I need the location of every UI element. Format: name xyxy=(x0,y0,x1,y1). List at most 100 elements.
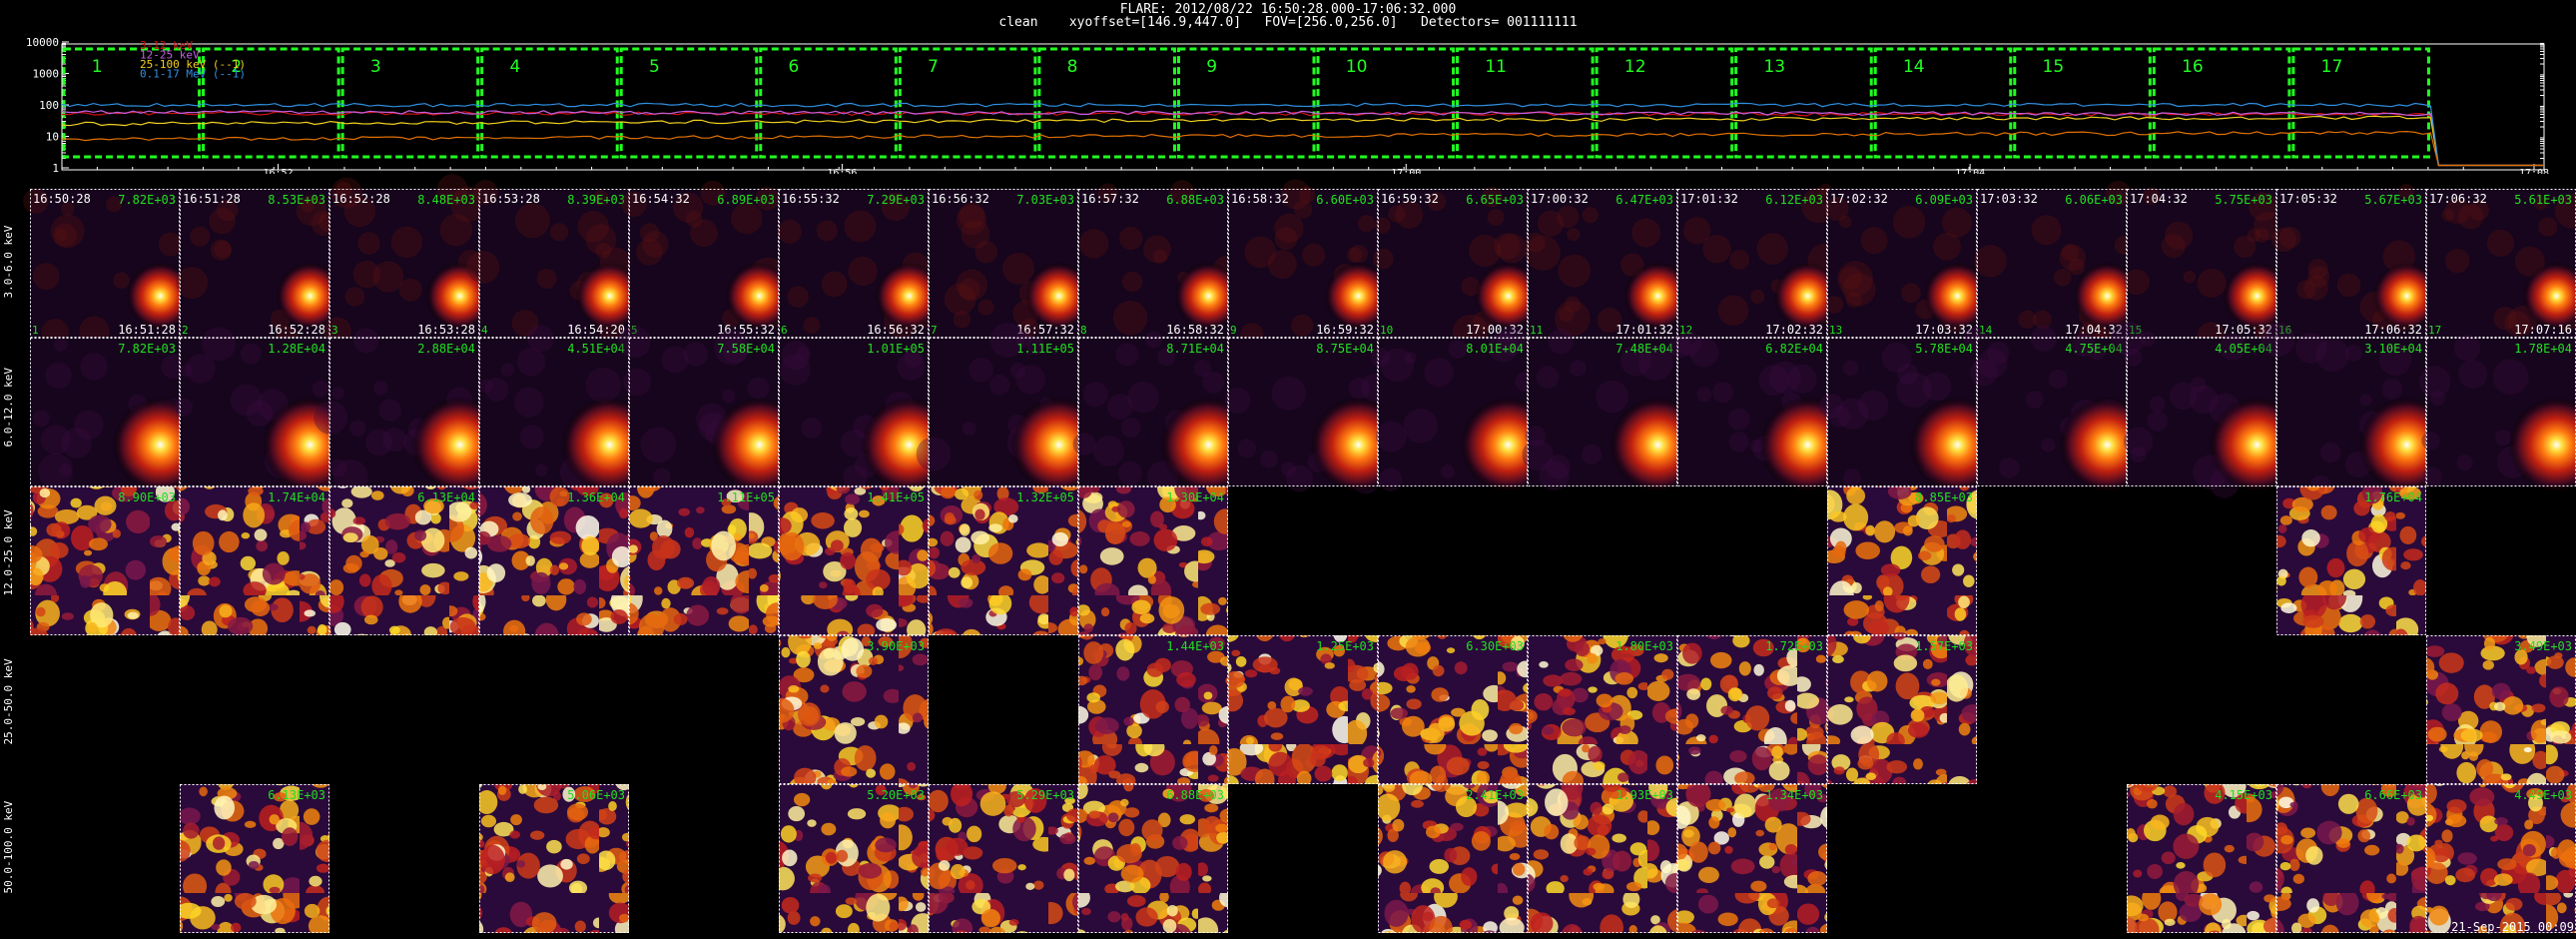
cell-peak-value: 1.34E+03 xyxy=(1765,788,1823,802)
cell-start-time: 17:02:32 xyxy=(1830,192,1888,206)
cell-noise xyxy=(1224,387,1251,414)
cell-noise xyxy=(1986,341,2010,365)
image-cell: 6.88E+03 xyxy=(1078,784,1228,933)
cell-noise xyxy=(1119,226,1143,251)
cell-peak-value: 5.06E+03 xyxy=(567,788,625,802)
cell-noise xyxy=(2429,390,2446,407)
cell-noise xyxy=(2161,234,2186,259)
cell-noise xyxy=(2254,212,2282,241)
cell-peak-value: 1.72E+03 xyxy=(1765,639,1823,653)
cell-noise xyxy=(158,232,183,257)
image-cell: 1.44E+03 xyxy=(1078,635,1228,784)
cell-noise xyxy=(353,328,379,354)
cell-noise xyxy=(2445,249,2470,274)
cell-noise xyxy=(1537,210,1565,237)
cell-noise xyxy=(1260,450,1278,469)
cell-noise xyxy=(843,465,868,489)
image-cell: 1.41E+05 xyxy=(779,486,929,635)
cell-noise xyxy=(1127,381,1159,414)
cell-noise xyxy=(2315,338,2349,373)
cell-index: 12 xyxy=(1679,324,1692,337)
interval-label: 10 xyxy=(1346,57,1368,77)
cell-noise xyxy=(636,238,663,266)
cell-noise xyxy=(959,202,985,229)
image-cell: 6.09E+03 17:02:32 17:03:32 13 xyxy=(1824,189,1992,338)
cell-noise xyxy=(479,379,493,394)
cell-noise xyxy=(1376,421,1408,453)
cell-noise xyxy=(1347,247,1363,263)
source-blob xyxy=(2223,262,2291,331)
cell-noise xyxy=(639,223,660,243)
cell-noise xyxy=(2296,280,2316,300)
noise-image xyxy=(1528,635,1677,784)
cell-peak-value: 3.49E+03 xyxy=(2514,639,2572,653)
cell-noise xyxy=(373,381,388,396)
cell-noise xyxy=(1637,345,1673,381)
cell-noise xyxy=(1488,332,1519,363)
cell-noise xyxy=(2260,323,2295,358)
image-cell: 5.20E+03 xyxy=(779,784,929,933)
cell-noise xyxy=(1548,329,1574,355)
cell-noise xyxy=(1098,183,1118,203)
cell-noise xyxy=(246,400,274,428)
series-line xyxy=(61,115,2544,167)
cell-noise xyxy=(349,420,366,437)
cell-noise xyxy=(1845,292,1862,309)
cell-noise xyxy=(58,463,72,476)
x-tick-label: 16:52 xyxy=(263,168,293,174)
image-cell: 8.48E+03 16:52:28 16:53:28 3 xyxy=(323,174,494,346)
cell-border xyxy=(1528,784,1677,933)
cell-peak-value: 1.76E+04 xyxy=(2364,490,2422,504)
cell-noise xyxy=(45,362,72,390)
cell-noise xyxy=(1525,426,1547,447)
x-tick-label: 16:56 xyxy=(827,168,857,174)
cell-noise xyxy=(1244,236,1277,269)
cell-noise xyxy=(1286,465,1313,492)
cell-noise xyxy=(382,428,407,453)
cell-noise xyxy=(1349,244,1368,264)
cell-noise xyxy=(80,353,108,381)
cell-noise xyxy=(2468,200,2489,221)
image-cell: 5.78E+04 xyxy=(1819,327,2006,493)
cell-noise xyxy=(1839,266,1863,290)
image-cell: 8.85E+03 xyxy=(1827,486,1977,635)
cell-noise xyxy=(1749,439,1763,454)
cell-noise xyxy=(343,195,376,228)
cell-noise xyxy=(1729,250,1750,270)
cell-noise xyxy=(1120,418,1141,439)
cell-noise xyxy=(977,299,994,316)
source-blob xyxy=(276,262,344,331)
cell-noise xyxy=(585,367,621,404)
cell-noise xyxy=(174,398,194,418)
cell-start-time: 17:03:32 xyxy=(1980,192,2038,206)
image-cell: 3.90E+03 xyxy=(779,635,929,784)
cell-noise xyxy=(1403,408,1439,444)
image-cell: 6.06E+03 17:03:32 17:04:32 14 xyxy=(1974,180,2142,351)
image-cell: 1.57E+03 xyxy=(1827,635,1977,784)
cell-peak-value: 6.06E+03 xyxy=(2065,193,2123,207)
cell-noise xyxy=(60,202,75,216)
cell-noise xyxy=(2444,198,2471,225)
y-tick-label: 100 xyxy=(39,99,59,112)
cell-peak-value: 1.36E+04 xyxy=(567,490,625,504)
cell-noise xyxy=(23,188,49,214)
cell-noise xyxy=(2197,268,2227,298)
cell-end-time: 16:54:20 xyxy=(567,323,625,337)
cell-noise xyxy=(968,357,994,383)
cell-noise xyxy=(1525,235,1561,271)
cell-noise xyxy=(1348,377,1371,400)
row-label: 12.0-25.0 keV xyxy=(2,509,15,595)
cell-noise xyxy=(230,384,263,417)
cell-end-time: 17:03:32 xyxy=(1915,323,1973,337)
cell-peak-value: 6.88E+03 xyxy=(1166,193,1224,207)
cell-noise xyxy=(1237,439,1257,459)
cell-noise xyxy=(185,354,216,384)
cell-noise xyxy=(535,464,548,477)
cell-border xyxy=(2127,189,2276,338)
interval-label: 7 xyxy=(928,57,939,77)
legend-entry: 25-100 keV (--1) xyxy=(140,58,246,71)
cell-noise xyxy=(378,399,402,422)
cell-border xyxy=(929,189,1078,338)
row-label: 6.0-12.0 keV xyxy=(2,368,15,448)
cell-noise xyxy=(974,240,997,264)
